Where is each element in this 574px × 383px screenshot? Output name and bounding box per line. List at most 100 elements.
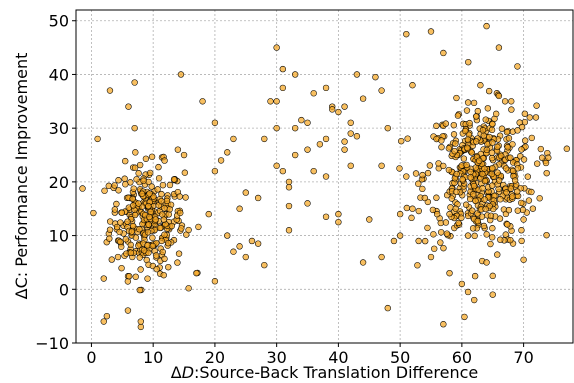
data-point xyxy=(442,219,450,226)
x-tick-label: 20 xyxy=(205,348,225,367)
data-point xyxy=(113,200,120,208)
data-point xyxy=(108,256,115,263)
data-point xyxy=(470,99,478,107)
data-point xyxy=(180,151,188,159)
data-point xyxy=(254,240,262,247)
data-point xyxy=(140,177,147,184)
data-point xyxy=(341,138,348,145)
data-point xyxy=(442,120,449,127)
y-tick-label: −10 xyxy=(35,334,69,353)
data-point xyxy=(136,254,143,261)
data-point xyxy=(140,247,148,254)
data-point xyxy=(488,170,495,178)
data-point xyxy=(412,170,420,177)
data-point xyxy=(322,173,330,180)
y-tick-label: 20 xyxy=(49,173,69,192)
data-point xyxy=(518,237,525,245)
data-point xyxy=(178,225,185,232)
data-point xyxy=(158,237,165,245)
data-point xyxy=(136,286,144,294)
data-point xyxy=(132,234,140,241)
data-point xyxy=(114,253,122,261)
data-point xyxy=(254,194,262,202)
data-point xyxy=(142,155,150,162)
data-point xyxy=(445,145,453,152)
data-point xyxy=(129,202,137,209)
data-point xyxy=(384,124,391,132)
data-point xyxy=(526,114,533,121)
data-point xyxy=(443,230,451,237)
data-point xyxy=(480,222,488,230)
data-point xyxy=(488,182,496,189)
data-point xyxy=(161,205,168,212)
data-point xyxy=(508,106,515,113)
data-point xyxy=(261,135,268,143)
data-point xyxy=(137,266,144,273)
data-point xyxy=(511,177,519,184)
data-point xyxy=(458,280,466,288)
data-point xyxy=(518,123,526,131)
data-point xyxy=(106,87,114,94)
data-point xyxy=(488,126,496,134)
data-point xyxy=(174,259,181,266)
data-point xyxy=(79,185,86,192)
data-point xyxy=(230,135,237,143)
data-point xyxy=(427,253,435,261)
data-point xyxy=(537,145,544,153)
data-point xyxy=(149,234,156,241)
y-axis-ticks: −10 0 10 20 30 40 50 xyxy=(35,12,76,353)
data-point xyxy=(176,193,183,200)
data-point xyxy=(279,84,287,92)
data-point xyxy=(440,49,447,57)
data-point xyxy=(452,140,459,147)
data-point xyxy=(161,255,168,263)
data-point xyxy=(211,167,219,175)
data-point xyxy=(524,173,531,180)
data-point xyxy=(488,149,496,156)
data-point xyxy=(378,162,385,169)
data-point xyxy=(520,156,528,163)
data-point xyxy=(477,82,484,89)
data-point xyxy=(484,105,491,112)
data-point xyxy=(310,90,317,97)
data-point xyxy=(136,226,143,233)
data-point xyxy=(129,222,137,230)
data-point xyxy=(502,165,510,172)
data-point xyxy=(479,185,486,192)
data-point xyxy=(462,201,470,208)
data-point xyxy=(236,205,243,212)
data-point xyxy=(536,195,543,202)
x-tick-label: 40 xyxy=(328,348,348,367)
data-point xyxy=(390,237,398,245)
data-point xyxy=(494,143,501,151)
data-point xyxy=(404,135,411,142)
data-point xyxy=(538,154,546,161)
data-point xyxy=(474,217,481,225)
data-point xyxy=(480,132,488,139)
data-point xyxy=(447,204,454,211)
data-point xyxy=(481,177,489,185)
data-point xyxy=(322,135,330,143)
data-point xyxy=(528,188,535,196)
data-point xyxy=(489,234,496,241)
data-point xyxy=(398,137,405,145)
data-point xyxy=(122,157,129,165)
data-point xyxy=(147,169,154,177)
data-point xyxy=(170,176,178,183)
data-point xyxy=(115,177,122,184)
data-point xyxy=(378,87,385,94)
data-point xyxy=(507,236,514,244)
data-point xyxy=(509,193,516,200)
data-point xyxy=(522,137,529,144)
data-point xyxy=(137,323,145,331)
data-point xyxy=(217,157,225,164)
data-point xyxy=(450,131,458,138)
x-tick-label: 0 xyxy=(86,348,96,367)
data-point xyxy=(131,211,139,219)
data-point xyxy=(138,190,146,197)
data-point xyxy=(148,153,156,160)
data-point xyxy=(366,216,373,223)
data-point xyxy=(498,125,506,132)
data-point xyxy=(514,207,521,214)
data-point xyxy=(494,169,501,176)
